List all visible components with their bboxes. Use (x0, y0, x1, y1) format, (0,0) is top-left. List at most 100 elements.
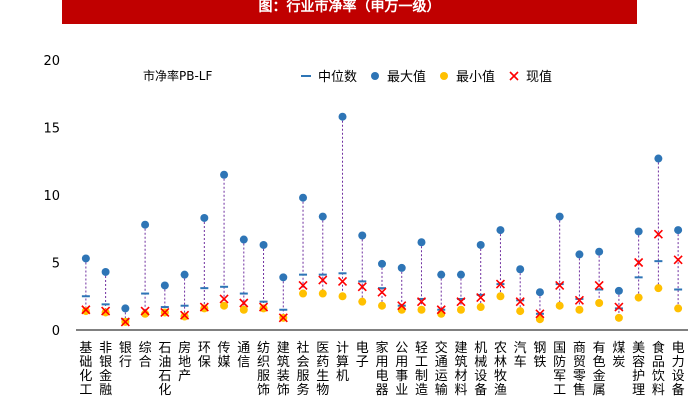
y-tick-label: 0 (52, 324, 60, 339)
current-point (456, 297, 466, 307)
min-point (496, 292, 505, 301)
min-point (614, 313, 623, 322)
current-point (239, 298, 249, 308)
current-point (594, 280, 604, 291)
min-point (239, 305, 248, 314)
max-point (456, 270, 465, 279)
min-point (476, 303, 485, 312)
x-tick-label: 家用电器 (375, 340, 388, 398)
max-point (200, 213, 209, 222)
x-tick-label: 有色金属 (593, 341, 606, 398)
legend-label: 现值 (526, 69, 552, 85)
current-point (337, 276, 348, 286)
x-tick-label: 计算机 (336, 341, 349, 384)
max-point (476, 240, 485, 249)
max-point (318, 212, 327, 221)
current-point (535, 309, 545, 319)
legend-label: 最小值 (456, 69, 495, 85)
x-tick-label: 医药生物 (316, 341, 329, 398)
legend-label: 中位数 (318, 70, 357, 85)
min-point (81, 307, 90, 316)
x-tick-label: 银行 (119, 341, 132, 370)
current-point (436, 305, 446, 315)
current-point (120, 317, 130, 327)
x-tick-label: 美容护理 (632, 341, 645, 398)
min-point (220, 301, 229, 310)
min-point (378, 301, 386, 310)
max-point (516, 265, 525, 274)
min-point (634, 293, 643, 302)
x-tick-label: 电力设备 (672, 341, 685, 398)
current-point (634, 257, 644, 268)
max-point (259, 240, 268, 249)
x-axis-labels: 基础化工非银金融银行综合石油石化房地产环保传媒通信纺织服饰建筑装饰社会服务医药生… (79, 340, 684, 398)
x-tick-label: 传媒 (218, 341, 231, 370)
legend-max-marker (371, 72, 379, 80)
min-point (654, 284, 663, 293)
min-point (575, 305, 584, 314)
x-tick-label: 交通运输 (435, 340, 448, 398)
current-point (258, 302, 269, 312)
current-point (180, 310, 190, 320)
max-point (180, 270, 189, 279)
x-tick-label: 基础化工 (79, 341, 92, 398)
max-point (614, 286, 623, 295)
x-tick-label: 汽车 (514, 341, 527, 370)
legend: 中位数 最大值 最小值 现值 (301, 69, 552, 85)
min-point (358, 297, 367, 306)
max-point (81, 254, 90, 263)
x-tick-label: 国防军工 (553, 341, 566, 398)
min-point (456, 305, 465, 314)
current-point (555, 280, 565, 291)
max-point (378, 259, 386, 268)
x-tick-label: 公用事业 (395, 341, 408, 398)
y-tick-label: 5 (52, 257, 60, 272)
max-point (141, 220, 150, 229)
max-point (299, 193, 308, 202)
x-tick-label: 电子 (356, 341, 369, 370)
min-point (397, 305, 406, 314)
x-tick-label: 综合 (139, 341, 152, 370)
y-tick-label: 15 (43, 122, 60, 137)
x-tick-label: 非银金融 (99, 341, 112, 398)
x-tick-label: 煤炭 (612, 341, 625, 370)
x-tick-label: 纺织服饰 (257, 341, 270, 398)
current-point (397, 301, 407, 311)
current-point (298, 280, 308, 291)
y-tick-label: 10 (43, 189, 60, 204)
min-point (437, 309, 446, 318)
min-point (141, 309, 150, 318)
current-point (614, 302, 624, 312)
min-point (299, 289, 308, 298)
data-markers (81, 112, 683, 327)
x-tick-label: 农林牧渔 (494, 341, 507, 398)
max-point (160, 281, 169, 290)
x-tick-label: 房地产 (178, 340, 191, 384)
min-point (535, 315, 544, 324)
current-point (278, 313, 288, 323)
current-point (476, 293, 486, 303)
legend-label: 最大值 (387, 69, 426, 85)
min-point (180, 312, 189, 321)
min-point (259, 304, 268, 313)
current-point (673, 255, 683, 265)
chart-annotation: 市净率PB-LF (143, 68, 212, 83)
max-point (101, 267, 110, 276)
title-banner: 图：行业市净率（申万一级） (62, 0, 637, 24)
current-point (377, 287, 387, 297)
max-point (358, 231, 367, 240)
current-point (515, 297, 525, 307)
current-point (81, 305, 91, 315)
y-tick-label: 20 (43, 54, 60, 69)
min-point (200, 304, 209, 313)
current-point (318, 275, 328, 285)
current-point (574, 295, 584, 305)
axes: 0 5 10 15 20 市净率PB-LF (43, 54, 688, 339)
min-point (101, 308, 110, 317)
max-point (279, 273, 288, 282)
min-point (516, 307, 525, 316)
max-point (555, 212, 564, 221)
min-point (318, 289, 327, 298)
max-point (220, 170, 229, 179)
min-point (555, 301, 564, 310)
